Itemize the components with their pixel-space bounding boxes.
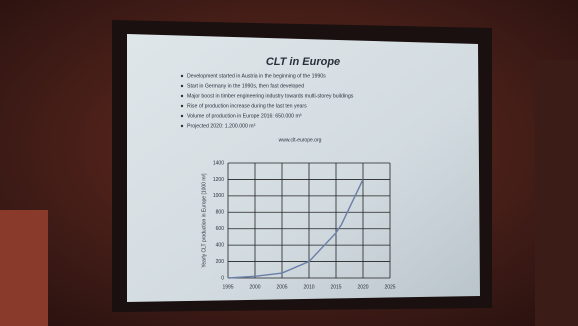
bullet-dot [181,125,183,127]
y-tick-label: 0 [221,275,224,281]
y-tick-label: 200 [216,259,225,265]
bullet-text: Projected 2020: 1.200.000 m³ [187,123,256,129]
bullet-dot [181,115,183,117]
y-tick-label: 1400 [213,160,224,166]
x-tick-label: 2010 [303,284,314,290]
y-tick-label: 400 [216,242,225,248]
x-tick-label: 1995 [222,284,233,290]
x-tick-label: 2025 [384,284,395,290]
bullet-text: Major boost in timber engineering indust… [187,93,354,99]
link-row: www.clt-europe.org [279,137,322,143]
bullet-text: Development started in Austria in the be… [187,73,326,79]
y-axis-label: Yearly CLT production in Europe [1000 m³… [201,173,207,268]
x-tick-label: 2000 [249,284,260,290]
y-tick-label: 1000 [213,193,224,199]
bullet-dot [181,75,183,77]
bullet-text: Rise of production increase during the l… [187,103,307,109]
photo: CLT in Europe Development started in Aus… [0,0,578,326]
bullet-dot [181,95,183,97]
x-tick-label: 2015 [330,284,341,290]
bullet-dot [181,85,183,87]
y-tick-label: 800 [216,210,225,216]
bullet-text: Start in Germany in the 1990s, then fast… [187,83,304,89]
y-tick-label: 600 [216,226,225,232]
slide-title: CLT in Europe [266,56,340,68]
side-panel [535,60,578,326]
side-panel [0,210,48,326]
bullet-text: Volume of production in Europe 2016: 650… [187,113,302,119]
x-tick-label: 2020 [357,284,368,290]
bullet-dot [181,105,183,107]
y-tick-label: 1200 [213,177,224,183]
x-tick-label: 2005 [276,284,287,290]
